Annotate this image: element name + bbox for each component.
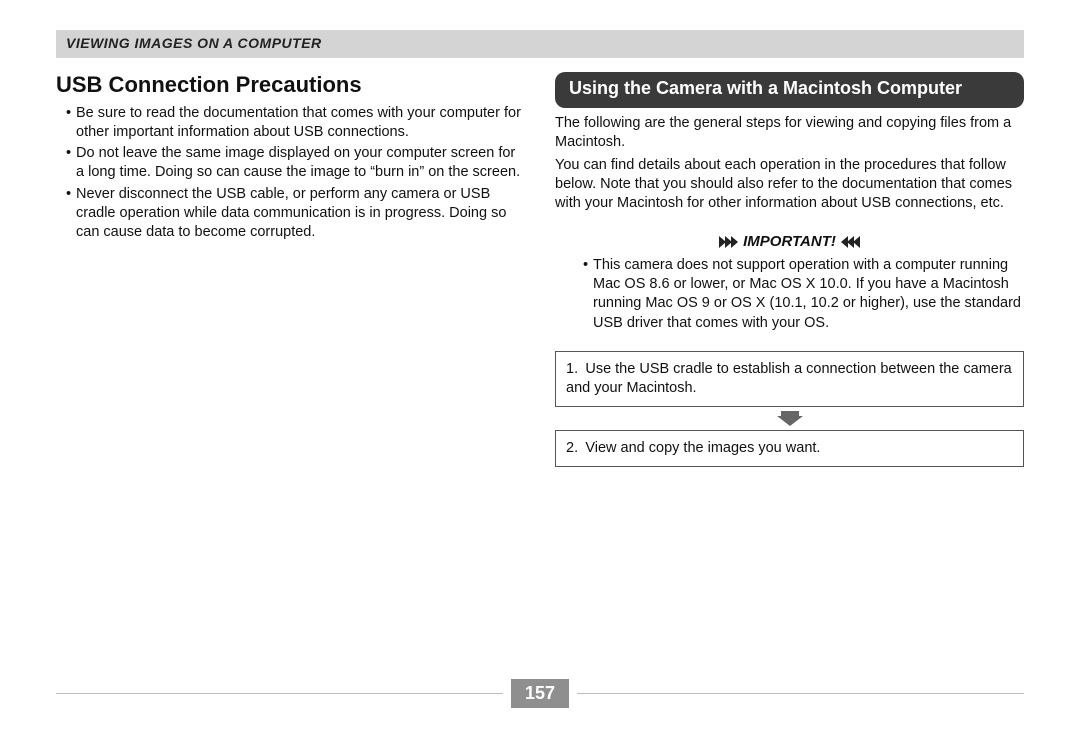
important-callout: IMPORTANT!: [555, 233, 1024, 250]
step-box-2: 2. View and copy the images you want.: [555, 430, 1024, 467]
banner-title: Using the Camera with a Macintosh Comput…: [569, 78, 1010, 100]
precautions-list: Be sure to read the documentation that c…: [56, 104, 525, 242]
manual-page: VIEWING IMAGES ON A COMPUTER USB Connect…: [0, 0, 1080, 730]
section-header-bar: VIEWING IMAGES ON A COMPUTER: [56, 30, 1024, 58]
chevron-left-icon: [842, 236, 860, 248]
page-number: 157: [511, 679, 569, 708]
intro-paragraph-2: You can find details about each operatio…: [555, 156, 1024, 213]
list-item: Never disconnect the USB cable, or perfo…: [66, 185, 525, 242]
section-header-title: VIEWING IMAGES ON A COMPUTER: [66, 35, 322, 51]
arrow-down-icon: [555, 411, 1024, 426]
important-label: IMPORTANT!: [743, 233, 836, 250]
important-list: This camera does not support operation w…: [555, 256, 1024, 333]
step-2-text: 2. View and copy the images you want.: [566, 440, 820, 456]
list-item: Do not leave the same image displayed on…: [66, 144, 525, 182]
footer-rule-right: [577, 693, 1024, 694]
macintosh-section-banner: Using the Camera with a Macintosh Comput…: [555, 72, 1024, 108]
list-item: Be sure to read the documentation that c…: [66, 104, 525, 142]
footer-rule-left: [56, 693, 503, 694]
two-column-layout: USB Connection Precautions Be sure to re…: [56, 72, 1024, 467]
intro-paragraph-1: The following are the general steps for …: [555, 114, 1024, 152]
usb-precautions-heading: USB Connection Precautions: [56, 72, 525, 98]
page-footer: 157: [56, 679, 1024, 708]
step-box-1: 1. Use the USB cradle to establish a con…: [555, 351, 1024, 407]
chevron-right-icon: [719, 236, 737, 248]
list-item: This camera does not support operation w…: [583, 256, 1024, 333]
right-column: Using the Camera with a Macintosh Comput…: [555, 72, 1024, 467]
left-column: USB Connection Precautions Be sure to re…: [56, 72, 525, 467]
step-1-text: 1. Use the USB cradle to establish a con…: [566, 361, 1012, 396]
